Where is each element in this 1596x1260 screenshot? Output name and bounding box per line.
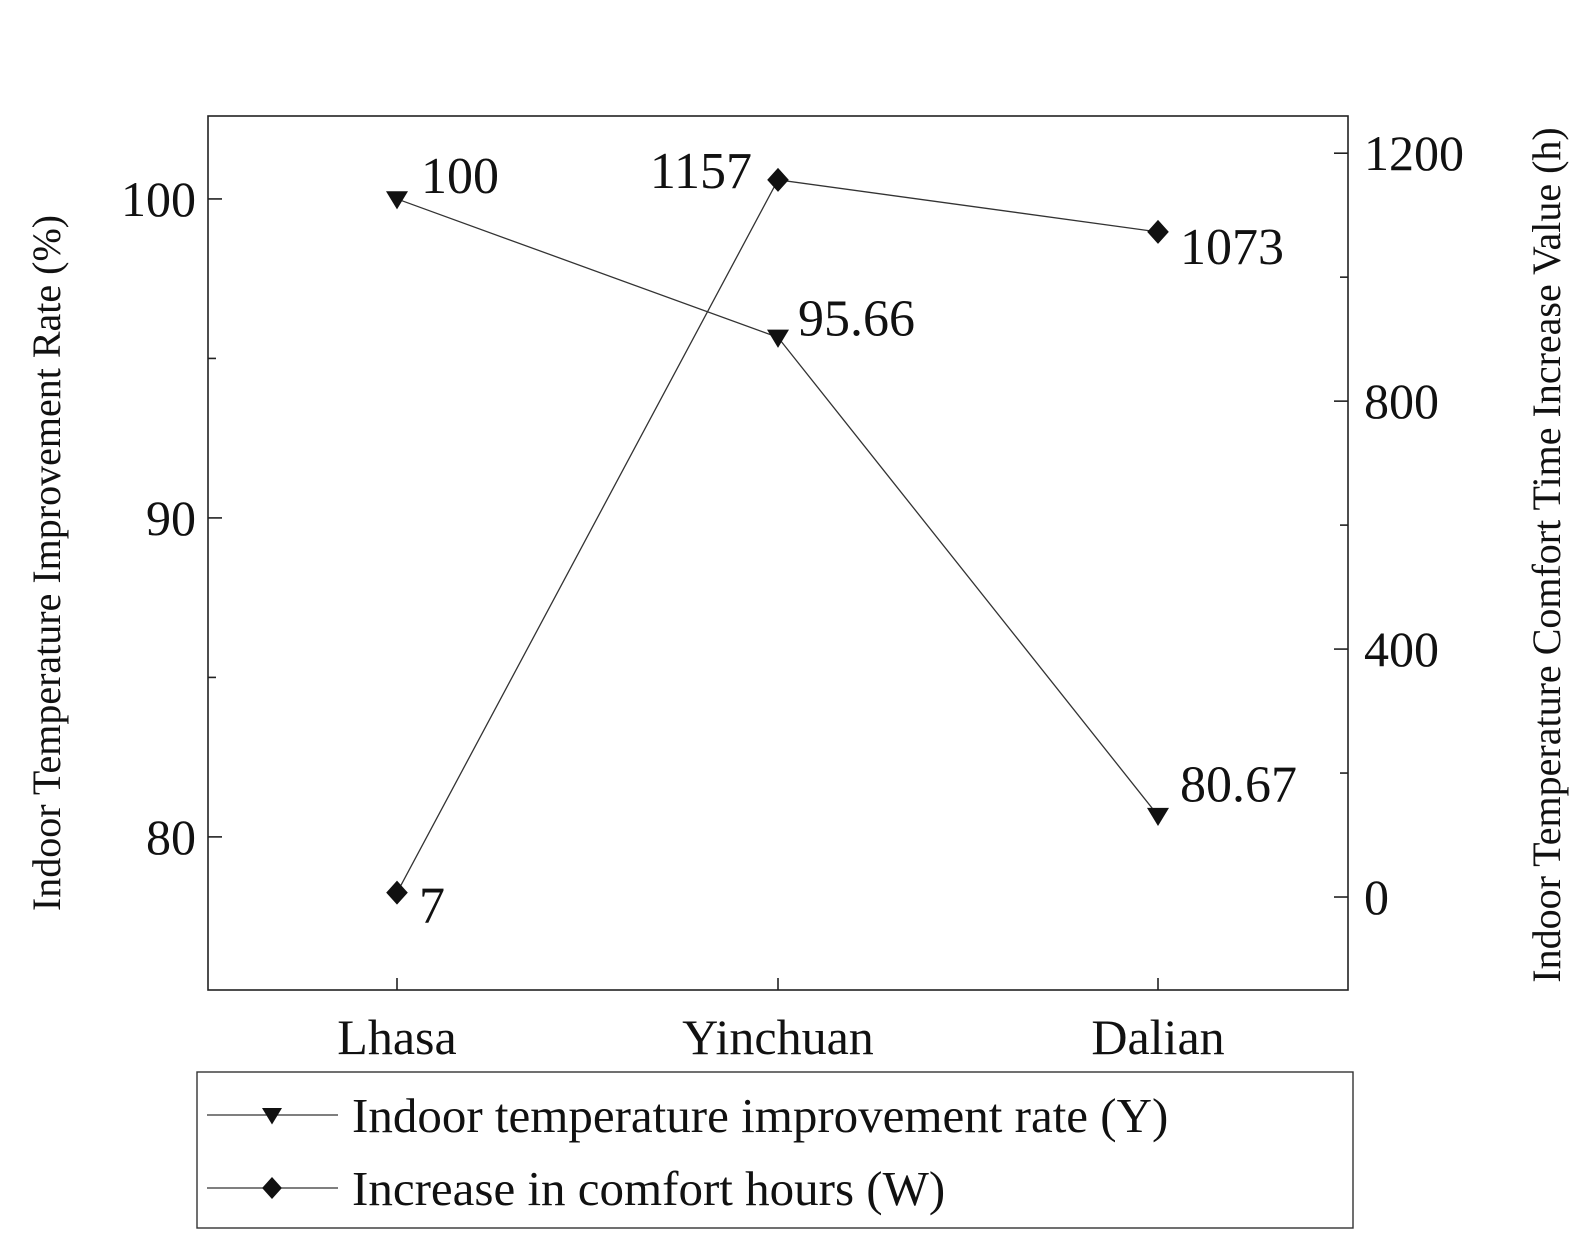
data-label: 80.67 — [1180, 757, 1297, 814]
left-axis-tick-label: 90 — [146, 490, 196, 546]
x-axis-category-label: Dalian — [1091, 1009, 1224, 1065]
left-axis-tick-label: 80 — [146, 809, 196, 865]
data-label: 95.66 — [798, 290, 915, 347]
data-label: 100 — [421, 148, 499, 205]
diamond-marker — [1147, 219, 1169, 244]
diamond-marker — [386, 880, 408, 905]
right-axis-tick-label: 0 — [1364, 869, 1389, 925]
legend-diamond-icon — [262, 1177, 282, 1199]
data-label: 1073 — [1180, 219, 1284, 276]
right-axis-tick-label: 1200 — [1364, 125, 1464, 181]
triangle-marker — [1147, 807, 1169, 826]
plot-frame — [207, 115, 1349, 991]
legend-label: Increase in comfort hours (W) — [352, 1161, 945, 1216]
left-axis-tick-label: 100 — [121, 171, 196, 227]
data-label: 7 — [419, 878, 445, 935]
series-line-2 — [396, 179, 1159, 893]
triangle-marker — [767, 329, 789, 348]
legend-triangle-icon — [262, 1108, 282, 1125]
right-axis-title: Indoor Temperature Comfort Time Increase… — [1524, 127, 1569, 983]
diamond-marker — [767, 167, 789, 192]
triangle-marker — [386, 191, 408, 210]
right-axis-tick-label: 400 — [1364, 621, 1439, 677]
legend-label: Indoor temperature improvement rate (Y) — [352, 1088, 1168, 1143]
left-axis-title: Indoor Temperature Improvement Rate (%) — [24, 215, 69, 911]
x-axis-category-label: Lhasa — [337, 1009, 456, 1065]
legend-box — [196, 1071, 1354, 1229]
right-axis-tick-label: 800 — [1364, 373, 1439, 429]
data-label: 1157 — [650, 143, 752, 200]
x-axis-category-label: Yinchuan — [682, 1009, 874, 1065]
series-line-1 — [396, 198, 1159, 816]
